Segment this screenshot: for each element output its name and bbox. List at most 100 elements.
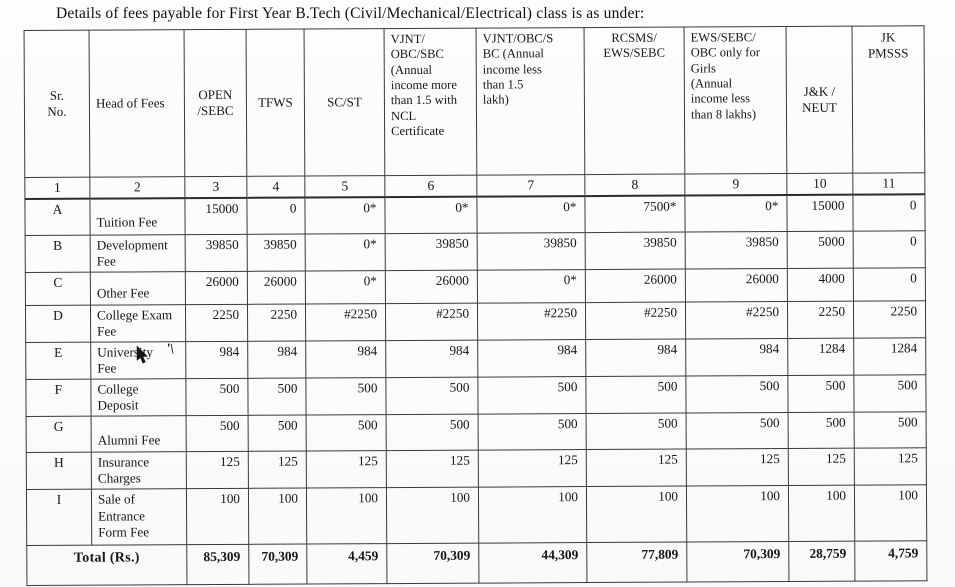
- fee-value-cell: 125: [386, 450, 479, 489]
- header-cell-col8: RCSMS/ EWS/SEBC: [584, 27, 685, 175]
- sr-no-cell: E: [25, 342, 91, 380]
- document-title: Details of fees payable for First Year B…: [56, 5, 645, 22]
- fee-value-cell: 984: [477, 339, 586, 378]
- fees-table: Sr. No. Head of Fees OPEN /SEBC TFWS SC/ST VJ…: [24, 25, 928, 586]
- fee-value-cell: 39850: [247, 233, 306, 272]
- fee-value-cell: 500: [305, 377, 387, 416]
- fee-value-cell: 984: [305, 340, 386, 379]
- fee-value-cell: 5000: [787, 230, 854, 269]
- fee-value-cell: 100: [586, 486, 687, 543]
- fee-value-cell: 500: [586, 413, 687, 450]
- table-row: B Development Fee 39850 39850 0* 39850 39850 39…: [25, 230, 926, 273]
- column-number-cell: 2: [89, 176, 185, 199]
- fee-value-cell: 4000: [787, 267, 854, 302]
- fee-value-cell: 2250: [185, 304, 248, 342]
- fee-value-cell: 100: [788, 485, 855, 542]
- sr-no-cell: A: [24, 198, 91, 235]
- header-cell-col4: TFWS: [246, 29, 305, 177]
- fee-value-cell: 2250: [853, 300, 926, 339]
- fee-value-cell: 984: [685, 338, 788, 377]
- sr-no-cell: F: [25, 379, 92, 417]
- table-row: F College Deposit 500 500 500 500 500 500 500 500…: [25, 374, 927, 417]
- fee-value-cell: 0: [853, 267, 926, 301]
- fee-name-cell: Development Fee: [90, 234, 186, 272]
- fee-value-cell: 125: [788, 448, 855, 486]
- sr-no-cell: G: [26, 416, 92, 453]
- fee-value-cell: 125: [248, 451, 307, 489]
- header-cell-col5: SC/ST: [304, 28, 385, 177]
- total-value-cell: 44,309: [478, 542, 587, 584]
- fee-value-cell: 500: [477, 376, 587, 415]
- fee-value-cell: 984: [185, 341, 248, 379]
- table-row: G Alumni Fee 500 500 500 500 500 500 500 500 500: [26, 412, 927, 453]
- header-cell-col7: VJNT/OBC/S BC (Annual income less than 1…: [476, 27, 585, 176]
- fee-value-cell: #2250: [385, 302, 478, 341]
- fee-value-cell: 500: [248, 415, 307, 452]
- total-row: Total (Rs.) 85,309 70,309 4,459 70,309 44,309…: [26, 541, 927, 586]
- fee-value-cell: 125: [186, 451, 249, 490]
- fee-value-cell: 39850: [477, 232, 586, 270]
- fee-value-cell: 26000: [247, 270, 306, 305]
- fee-value-cell: 26000: [585, 268, 686, 303]
- fee-value-cell: 500: [686, 412, 789, 450]
- fee-value-cell: 500: [385, 377, 479, 415]
- total-value-cell: 70,309: [248, 544, 307, 585]
- fee-value-cell: 0*: [477, 269, 586, 303]
- header-cell-col9: EWS/SEBC/ OBC only for Girls (Annual inc…: [684, 26, 787, 175]
- total-value-cell: 70,309: [686, 541, 789, 583]
- fee-name-cell: Sale of Entrance Form Fee: [91, 489, 187, 546]
- fee-value-cell: 125: [854, 448, 927, 486]
- fee-name-cell: Tuition Fee: [89, 198, 186, 235]
- table-row: C Other Fee 26000 26000 0* 26000 0* 26000 26000 4…: [25, 267, 926, 306]
- fee-value-cell: 0*: [684, 195, 788, 232]
- fee-name-cell: Alumni Fee: [91, 415, 187, 453]
- sr-no-cell: H: [26, 452, 92, 490]
- fee-value-cell: #2250: [585, 301, 686, 340]
- column-number-cell: 6: [384, 175, 477, 198]
- fee-value-cell: 500: [247, 378, 307, 416]
- table-row: A Tuition Fee 15000 0 0* 0* 0* 7500* 0* 15000 0: [24, 194, 926, 235]
- fee-value-cell: 0*: [305, 233, 386, 271]
- fee-value-cell: 500: [788, 412, 855, 449]
- total-value-cell: 4,459: [306, 544, 387, 585]
- fee-value-cell: 1284: [787, 338, 854, 376]
- fee-value-cell: 100: [248, 488, 307, 545]
- total-value-cell: 77,809: [586, 542, 687, 583]
- fee-value-cell: 15000: [786, 194, 854, 232]
- fee-value-cell: 100: [854, 485, 927, 542]
- fee-value-cell: #2250: [477, 302, 586, 341]
- header-cell-col3: OPEN /SEBC: [184, 29, 247, 177]
- fee-value-cell: 100: [186, 488, 249, 546]
- sr-no-cell: I: [26, 489, 92, 546]
- fee-value-cell: 26000: [185, 271, 248, 305]
- sr-no-cell: D: [25, 304, 91, 343]
- header-cell-col1: Sr. No.: [24, 30, 90, 178]
- column-number-cell: 4: [246, 176, 305, 198]
- sr-no-cell: B: [25, 234, 91, 273]
- fee-value-cell: 500: [854, 412, 927, 449]
- total-value-cell: 85,309: [186, 544, 249, 586]
- total-label-cell: Total (Rs.): [26, 545, 187, 586]
- fee-value-cell: 39850: [685, 231, 788, 269]
- fee-name-cell: Insurance Charges: [91, 451, 187, 490]
- column-number-cell: 8: [584, 174, 685, 197]
- table-row: D College Exam Fee 2250 2250 #2250 #2250 #2250…: [25, 300, 926, 343]
- fee-value-cell: 39850: [185, 233, 248, 272]
- fee-value-cell: 0*: [384, 196, 478, 234]
- fee-value-cell: 984: [585, 338, 686, 377]
- column-number-cell: 5: [304, 175, 385, 198]
- fee-value-cell: 500: [185, 378, 249, 416]
- column-number-cell: 9: [684, 173, 787, 196]
- header-cell-col2: Head of Fees: [89, 29, 185, 178]
- fee-value-cell: 500: [853, 374, 927, 413]
- fee-value-cell: 500: [685, 375, 789, 414]
- column-number-cell: 11: [852, 172, 925, 195]
- mouse-cursor-icon: [136, 346, 148, 364]
- sr-no-cell: C: [25, 271, 91, 306]
- header-cell-col6: VJNT/ OBC/SBC (Annual income more than 1…: [384, 28, 477, 176]
- total-value-cell: 28,759: [788, 541, 855, 582]
- column-number-cell: 3: [184, 176, 247, 199]
- fee-value-cell: 26000: [685, 268, 788, 302]
- fee-name-cell: College Exam Fee: [90, 304, 186, 343]
- fee-value-cell: 500: [787, 375, 855, 413]
